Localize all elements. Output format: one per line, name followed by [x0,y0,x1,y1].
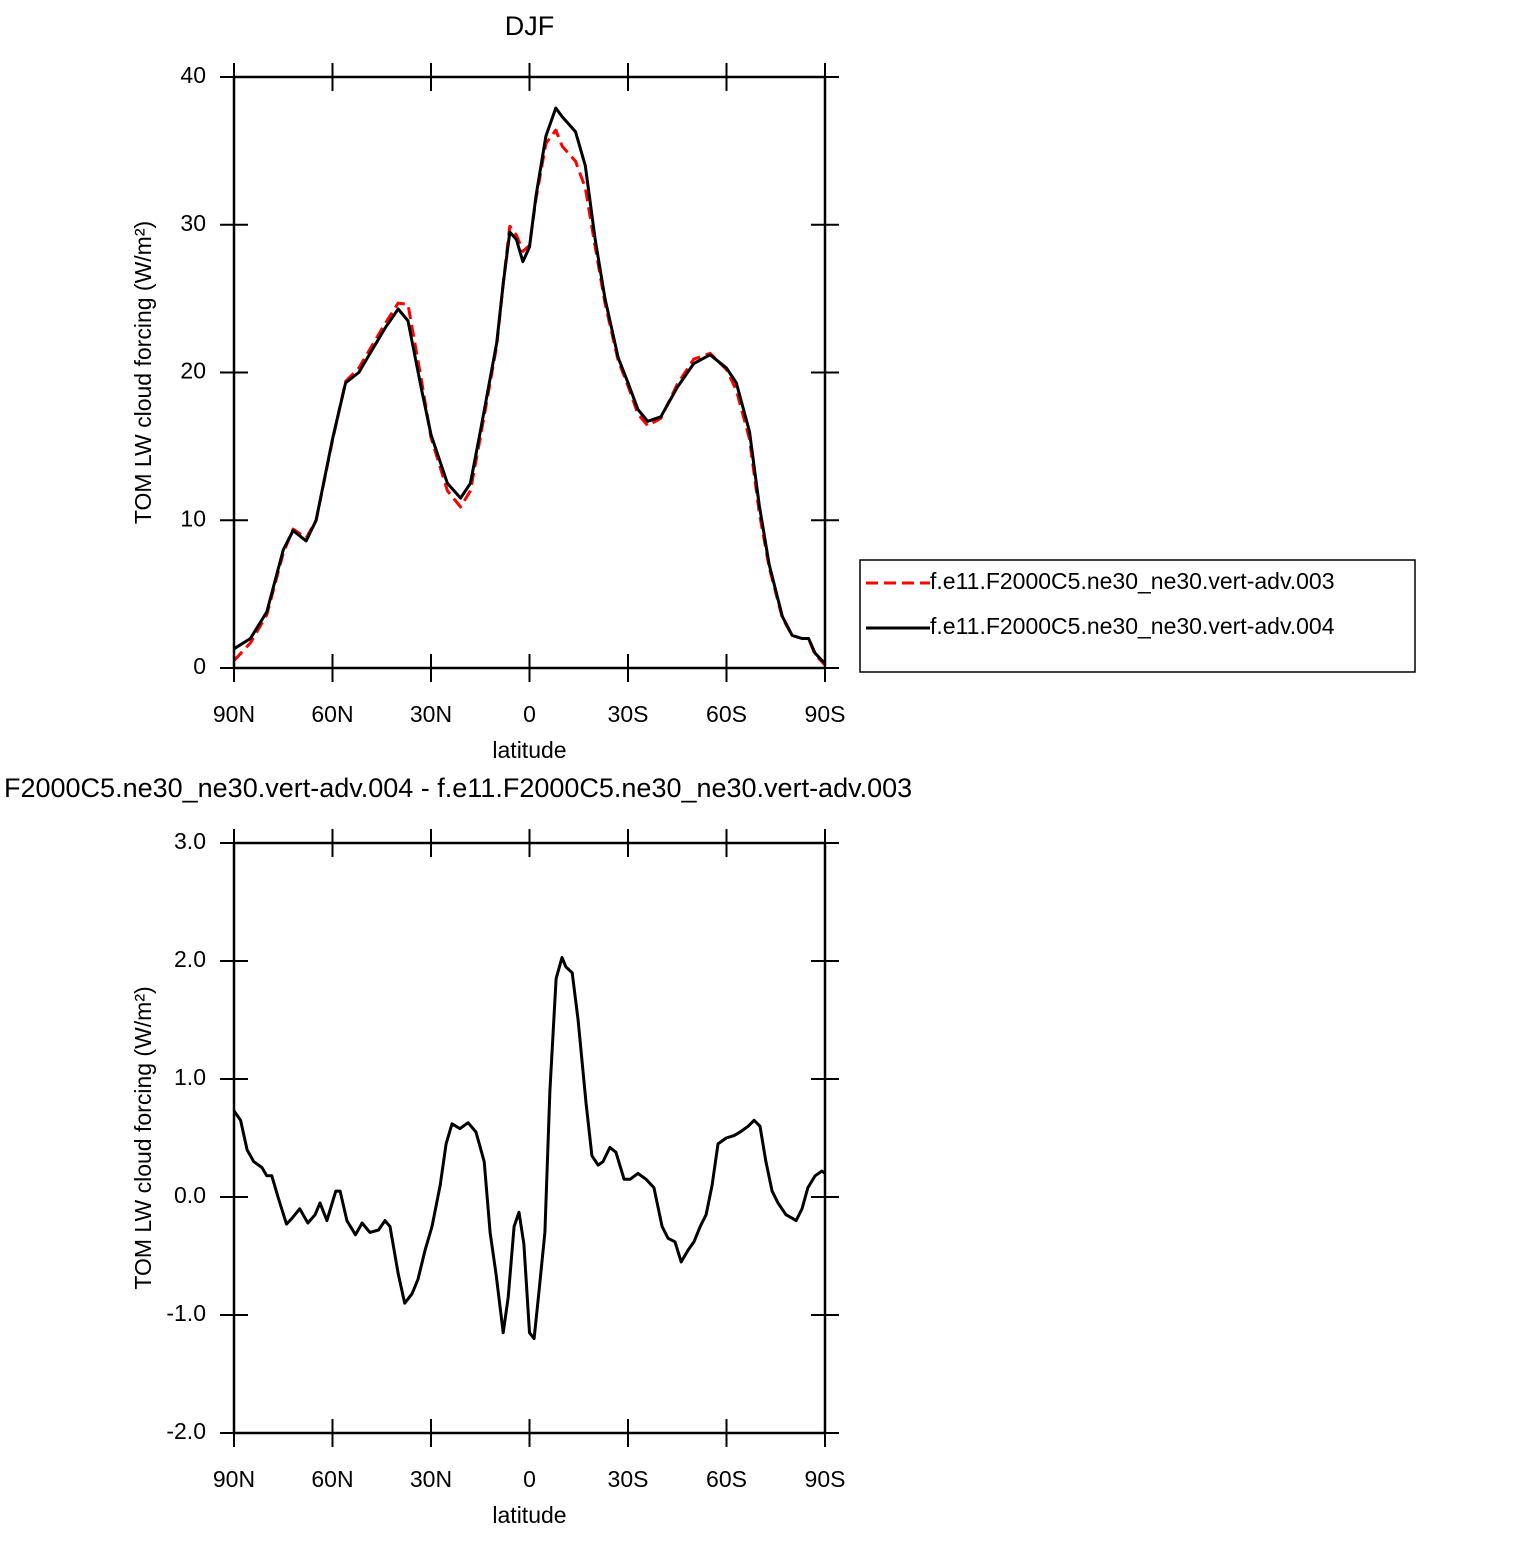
x-tick-label: 30S [608,1466,649,1492]
x-tick-label: 0 [523,701,536,727]
y-tick-label: 20 [180,358,206,384]
y-tick-label: 0 [193,653,206,679]
y-tick-label: 2.0 [174,946,206,972]
legend-label: f.e11.F2000C5.ne30_ne30.vert-adv.004 [930,613,1335,639]
data-line [233,106,827,665]
x-tick-label: 0 [523,1466,536,1492]
x-axis-label: latitude [492,737,566,763]
data-line [232,128,827,667]
y-tick-label: -2.0 [166,1418,206,1444]
legend-label: f.e11.F2000C5.ne30_ne30.vert-adv.003 [930,568,1335,594]
y-tick-label: 3.0 [174,828,206,854]
y-tick-label: 10 [180,505,206,531]
y-axis-label: TOM LW cloud forcing (W/m²) [130,986,156,1289]
x-tick-label: 60S [706,701,747,727]
x-tick-label: 60N [311,1466,353,1492]
x-tick-label: 30N [410,701,452,727]
y-tick-label: -1.0 [166,1300,206,1326]
chart-title: DJF [505,11,555,41]
y-tick-label: 1.0 [174,1064,206,1090]
x-tick-label: 30N [410,1466,452,1492]
x-axis-label: latitude [492,1502,566,1528]
x-tick-label: 30S [608,701,649,727]
x-tick-label: 90N [213,701,255,727]
data-line [232,956,826,1341]
plot-frame [232,75,827,670]
y-tick-label: 0.0 [174,1182,206,1208]
x-tick-label: 60N [311,701,353,727]
chart-title: F2000C5.ne30_ne30.vert-adv.004 - f.e11.F… [4,773,912,803]
x-tick-label: 90S [805,1466,846,1492]
legend-box [859,559,1416,673]
x-tick-label: 90N [213,1466,255,1492]
plot-frame [232,841,827,1435]
y-axis-label: TOM LW cloud forcing (W/m²) [130,221,156,524]
y-tick-label: 40 [180,62,206,88]
x-tick-label: 90S [805,701,846,727]
y-tick-label: 30 [180,210,206,236]
x-tick-label: 60S [706,1466,747,1492]
